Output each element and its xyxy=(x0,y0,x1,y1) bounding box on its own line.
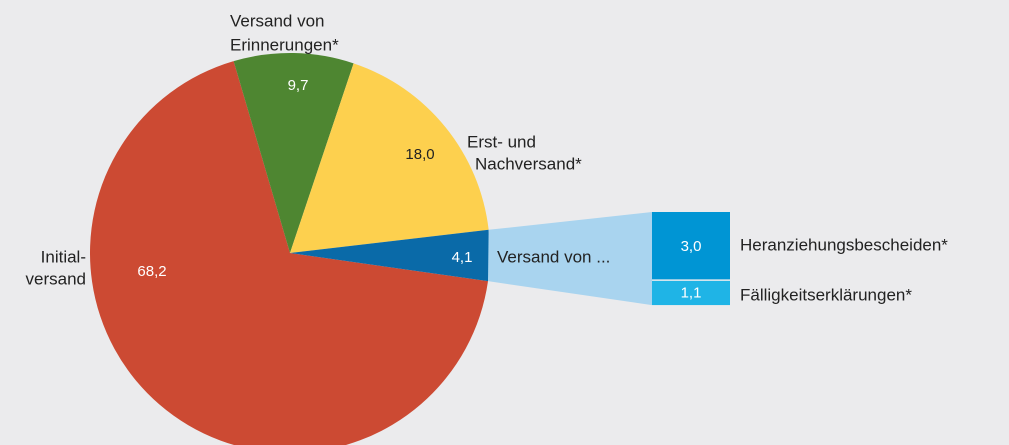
value-label: 4,1 xyxy=(452,249,473,266)
category-label: Initial- xyxy=(41,247,86,266)
pie-slice xyxy=(290,63,489,253)
category-label: Versand von xyxy=(230,11,325,30)
value-label: 18,0 xyxy=(405,146,434,163)
bar-segment xyxy=(652,280,730,306)
category-label: Heranziehungsbescheiden* xyxy=(740,235,948,254)
bar-segment xyxy=(652,212,730,281)
category-label: Fälligkeitserklärungen* xyxy=(740,285,912,304)
category-label: Versand von ... xyxy=(497,247,610,266)
category-label: Nachversand* xyxy=(475,154,582,173)
value-label: 3,0 xyxy=(681,238,702,255)
pie-slice xyxy=(233,52,354,253)
connector xyxy=(488,212,652,306)
category-label: Erst- und xyxy=(467,132,536,151)
value-label: 9,7 xyxy=(288,77,309,94)
pie-slice xyxy=(290,229,490,282)
category-label: versand xyxy=(26,269,86,288)
pie-slice xyxy=(90,61,489,445)
value-label: 68,2 xyxy=(137,263,166,280)
value-label: 1,1 xyxy=(681,285,702,302)
category-label: Erinnerungen* xyxy=(230,35,339,54)
